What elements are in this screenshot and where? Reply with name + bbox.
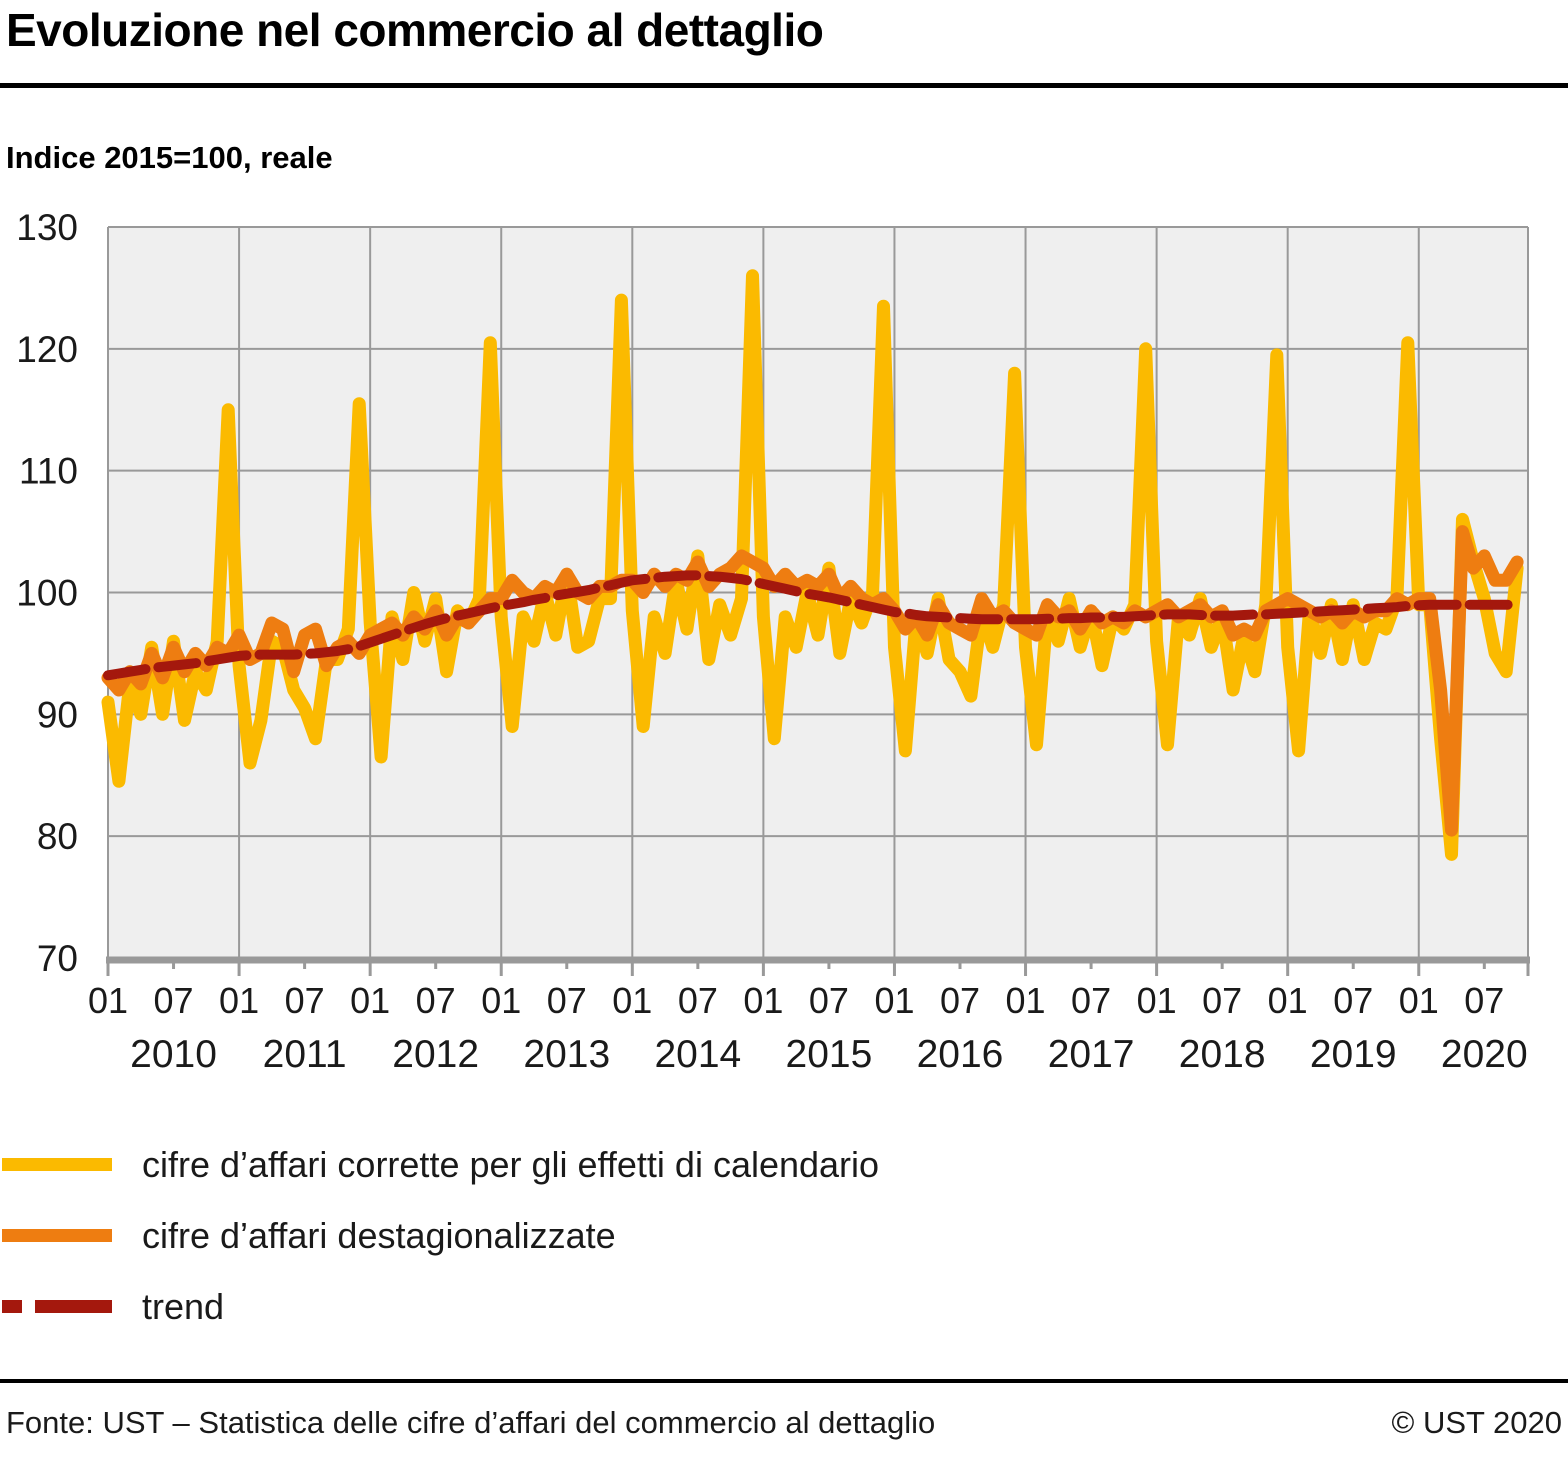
svg-text:110: 110	[19, 451, 78, 492]
title-rule	[0, 82, 1568, 88]
svg-text:2017: 2017	[1048, 1033, 1135, 1075]
svg-text:01: 01	[612, 980, 652, 1021]
svg-text:07: 07	[547, 980, 587, 1021]
y-axis-title: Indice 2015=100, reale	[6, 139, 333, 175]
svg-text:2019: 2019	[1310, 1033, 1397, 1075]
svg-text:2013: 2013	[523, 1033, 610, 1075]
legend-swatch-trend-icon	[2, 1300, 112, 1314]
series-seasonally-adjusted-line	[101, 524, 1524, 837]
legend-swatch-seasonally-adjusted-icon	[2, 1229, 112, 1243]
legend-label-calendar-adjusted: cifre d’affari corrette per gli effetti …	[142, 1143, 880, 1185]
copyright-note: © UST 2020	[1391, 1404, 1562, 1440]
svg-text:01: 01	[1006, 980, 1046, 1021]
svg-text:07: 07	[678, 980, 718, 1021]
svg-text:2020: 2020	[1441, 1033, 1528, 1075]
page-header: Evoluzione nel commercio al dettaglio	[0, 4, 1568, 88]
svg-text:07: 07	[1464, 980, 1504, 1021]
chart-section: Indice 2015=100, reale 70 80 90 100 110 120 13…	[0, 140, 1568, 1327]
svg-text:07: 07	[1333, 980, 1373, 1021]
source-note: Fonte: UST – Statistica delle cifre d’af…	[6, 1404, 936, 1440]
svg-text:2016: 2016	[917, 1033, 1004, 1075]
svg-text:2014: 2014	[654, 1033, 741, 1075]
svg-text:2011: 2011	[263, 1033, 347, 1075]
y-axis-labels: 70 80 90 100 110 120 130	[16, 207, 78, 979]
x-axis-labels: 01 01 01 01 01 01 01 01 01 01 01 07 07 07 07 07 07 07 07 07…	[88, 980, 1504, 1021]
svg-text:01: 01	[350, 980, 390, 1021]
legend-swatch-calendar-adjusted-icon	[2, 1158, 112, 1172]
svg-text:100: 100	[16, 572, 78, 613]
svg-text:01: 01	[1399, 980, 1439, 1021]
svg-text:90: 90	[37, 694, 78, 735]
svg-text:01: 01	[1268, 980, 1308, 1021]
svg-text:130: 130	[16, 207, 78, 248]
page-footer: Fonte: UST – Statistica delle cifre d’af…	[0, 1378, 1568, 1441]
legend-item-calendar-adjusted: cifre d’affari corrette per gli effetti …	[2, 1143, 1568, 1185]
chart-legend: cifre d’affari corrette per gli effetti …	[2, 1143, 1568, 1327]
legend-item-trend: trend	[2, 1285, 1568, 1327]
svg-text:2018: 2018	[1179, 1033, 1266, 1075]
svg-text:07: 07	[154, 980, 194, 1021]
legend-item-seasonally-adjusted: cifre d’affari destagionalizzate	[2, 1214, 1568, 1256]
page-title: Evoluzione nel commercio al dettaglio	[6, 4, 824, 56]
svg-text:07: 07	[416, 980, 456, 1021]
svg-text:01: 01	[1137, 980, 1177, 1021]
x-axis-ticks	[106, 962, 1530, 976]
svg-text:70: 70	[37, 938, 78, 979]
legend-label-trend: trend	[142, 1285, 225, 1327]
svg-text:07: 07	[1071, 980, 1111, 1021]
svg-text:01: 01	[874, 980, 914, 1021]
svg-text:01: 01	[88, 980, 128, 1021]
x-axis-year-labels: 2010 2011 2012 2013 2014 2015 2016 2017 2018 2019…	[130, 1033, 1528, 1075]
svg-text:2015: 2015	[786, 1033, 873, 1075]
svg-text:01: 01	[481, 980, 521, 1021]
svg-text:2012: 2012	[392, 1033, 479, 1075]
svg-text:2010: 2010	[130, 1033, 217, 1075]
svg-text:01: 01	[743, 980, 783, 1021]
svg-text:07: 07	[940, 980, 980, 1021]
svg-text:120: 120	[16, 329, 78, 370]
svg-text:80: 80	[37, 816, 78, 857]
svg-text:01: 01	[219, 980, 259, 1021]
series-trend-line	[103, 570, 1523, 681]
footer-rule	[0, 1378, 1568, 1383]
svg-text:07: 07	[809, 980, 849, 1021]
svg-text:07: 07	[1202, 980, 1242, 1021]
svg-text:07: 07	[285, 980, 325, 1021]
legend-label-seasonally-adjusted: cifre d’affari destagionalizzate	[142, 1214, 616, 1256]
